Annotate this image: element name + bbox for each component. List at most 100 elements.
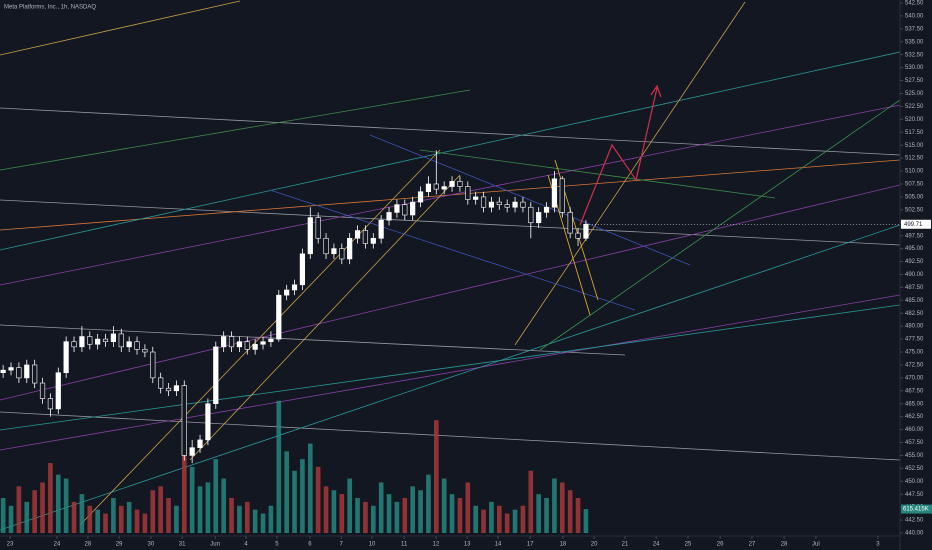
chart-title: Meta Platforms, Inc., 1h, NASDAQ xyxy=(4,5,96,11)
trend-line xyxy=(0,51,901,251)
y-tick-label: 532.50 xyxy=(905,52,924,58)
candle-body xyxy=(268,338,274,342)
x-tick-label: 6 xyxy=(308,542,312,548)
volume-bar xyxy=(528,470,534,533)
trend-line xyxy=(0,224,901,531)
y-tick-label: 460.00 xyxy=(905,427,924,433)
x-tick-label: 3 xyxy=(876,542,880,548)
y-tick-label: 525.00 xyxy=(905,91,924,97)
candle-body xyxy=(228,336,235,348)
y-tick-label: 527.50 xyxy=(905,78,924,84)
candle-body xyxy=(173,385,180,392)
trend-line xyxy=(79,149,441,526)
volume-bar xyxy=(252,509,258,533)
candle-body xyxy=(134,341,140,350)
volume-bar xyxy=(0,498,6,533)
y-tick-label: 512.50 xyxy=(905,156,924,162)
candle-body xyxy=(480,196,487,208)
volume-bar xyxy=(8,505,14,533)
trend-line xyxy=(0,304,901,431)
candle-body xyxy=(354,230,361,239)
x-tick-label: 26 xyxy=(717,542,724,548)
x-tick-label: 12 xyxy=(433,542,440,548)
candle-body xyxy=(339,248,345,260)
volume-bar xyxy=(158,486,163,533)
x-tick-label: 30 xyxy=(148,542,155,548)
last-volume-box xyxy=(901,504,932,514)
candle-body xyxy=(551,178,558,208)
volume-bar xyxy=(520,505,526,533)
volume-bar xyxy=(370,505,376,533)
y-tick-label: 497.50 xyxy=(905,233,924,239)
candle-body xyxy=(79,336,85,348)
y-tick-label: 487.50 xyxy=(905,285,924,291)
volume-bar xyxy=(268,505,274,533)
volume-bar xyxy=(197,486,203,533)
volume-bar xyxy=(583,509,589,533)
candle-body xyxy=(181,385,187,456)
volume-bar xyxy=(489,501,494,533)
candle-body xyxy=(528,206,534,224)
trend-line xyxy=(0,89,471,171)
volume-bar xyxy=(441,478,447,533)
candle-body xyxy=(473,196,479,200)
candle-body xyxy=(402,204,408,216)
candle-body xyxy=(465,186,471,200)
x-tick-label: 10 xyxy=(369,542,376,548)
candle-body xyxy=(32,364,38,384)
candle-body xyxy=(276,294,282,340)
y-tick-label: 480.00 xyxy=(905,324,924,330)
candle-body xyxy=(95,338,101,345)
volume-bar xyxy=(575,498,581,533)
candle-body xyxy=(370,237,376,244)
volume-bar xyxy=(544,498,549,533)
volume-bar xyxy=(307,443,313,533)
candle-body xyxy=(394,204,400,213)
x-tick-label: 11 xyxy=(401,542,408,548)
y-tick-label: 542.50 xyxy=(905,1,924,7)
volume-bar xyxy=(496,505,502,533)
x-tick-label: 18 xyxy=(560,542,567,548)
volume-bar xyxy=(418,490,423,533)
y-tick-label: 467.50 xyxy=(905,388,924,394)
last-price-box xyxy=(901,219,931,229)
candle-body xyxy=(205,403,211,441)
y-tick-label: 502.50 xyxy=(905,207,924,213)
x-tick-label: 24 xyxy=(54,542,61,548)
candle-body xyxy=(410,201,416,216)
volume-bar xyxy=(339,494,345,533)
x-tick-label: 27 xyxy=(749,542,756,548)
candle-body xyxy=(488,201,495,208)
candle-body xyxy=(87,336,93,345)
volume-bar xyxy=(205,482,211,533)
volume-bar xyxy=(300,459,305,533)
volume-bar xyxy=(378,482,384,533)
volume-bar xyxy=(552,478,557,533)
volume-bar xyxy=(504,513,510,533)
y-tick-label: 510.00 xyxy=(905,169,924,175)
candle-body xyxy=(299,253,306,286)
volume-bar xyxy=(229,498,234,533)
volume-bar xyxy=(315,466,321,533)
volume-bar xyxy=(473,505,478,533)
trend-line xyxy=(0,0,241,56)
volume-bar xyxy=(111,498,116,533)
volume-bar xyxy=(394,501,400,533)
volume-bar xyxy=(292,470,297,533)
trend-line xyxy=(0,104,901,286)
x-tick-label: 7 xyxy=(339,542,343,548)
y-tick-label: 465.00 xyxy=(905,401,924,407)
y-tick-label: 462.50 xyxy=(905,414,924,420)
candle-body xyxy=(260,341,266,345)
candle-body xyxy=(417,191,424,203)
volume-bar xyxy=(63,478,69,533)
y-tick-label: 440.00 xyxy=(905,531,924,537)
volume-bar xyxy=(512,509,518,533)
y-tick-label: 537.50 xyxy=(905,26,924,32)
candle-body xyxy=(110,333,117,342)
volume-bar xyxy=(560,482,565,533)
candle-body xyxy=(362,230,369,244)
candle-body xyxy=(197,439,203,448)
volume-bar xyxy=(87,505,93,533)
